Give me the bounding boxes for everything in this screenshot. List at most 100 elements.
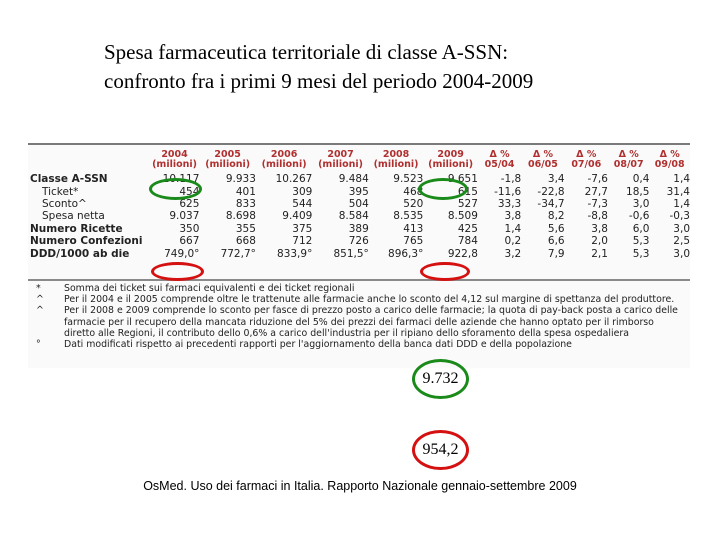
table-cell: 1,4 <box>673 173 690 186</box>
table-top-rule <box>28 143 690 145</box>
table-cell: 625 <box>179 197 200 210</box>
table-cell: 726 <box>348 235 369 248</box>
table-row: Sconto^ 625 833 544 504 520 527 33,3 -34,7 -7,3 3,… <box>30 198 690 210</box>
table-cell: 3,0 <box>673 222 690 235</box>
source-citation: OsMed. Uso dei farmaci in Italia. Rappor… <box>143 479 577 493</box>
header-cell: 2008 (milioni) <box>373 149 419 170</box>
header-cell: Δ % 09/08 <box>654 149 685 170</box>
table-cell: 833,9° <box>277 247 313 260</box>
table-cell: 765 <box>403 235 424 248</box>
row-label: Sconto^ <box>42 197 87 210</box>
red-callout: 954,2 <box>412 430 469 470</box>
table-cell: 8.584 <box>338 210 369 223</box>
table-cell: -11,6 <box>494 185 522 198</box>
table-row: Classe A-SSN 10.117 9.933 10.267 9.484 9.523 9… <box>30 173 690 185</box>
table-cell: 309 <box>292 185 313 198</box>
row-label: Numero Ricette <box>30 222 123 235</box>
header-cell: 2009 (milioni) <box>428 149 474 170</box>
header-cell: 2007 (milioni) <box>318 149 363 170</box>
header-cell: 2005 (milioni) <box>205 149 251 170</box>
table-cell: 2,1 <box>591 247 608 260</box>
green-highlight-ring-2004 <box>149 178 202 200</box>
table-cell: 1,4 <box>504 222 522 235</box>
footnote: * Somma dei ticket sui farmaci equivalent… <box>32 283 686 294</box>
table-cell: -1,8 <box>500 173 522 186</box>
table-cell: 18,5 <box>626 185 650 198</box>
table-cell: -34,7 <box>537 197 565 210</box>
table-row: Numero Confezioni 667 668 712 726 765 784 0,2 6,… <box>30 235 690 247</box>
table-cell: 9.409 <box>282 210 313 223</box>
table-cell: 504 <box>348 197 369 210</box>
footnote-text: Per il 2008 e 2009 comprende lo sconto p… <box>64 305 678 339</box>
header-cell: Δ % 06/05 <box>527 149 558 170</box>
table-cell: 0,2 <box>504 235 522 248</box>
footnote-text: Somma dei ticket sui farmaci equivalenti… <box>64 283 355 294</box>
table-cell: 7,9 <box>547 247 565 260</box>
table-cell: 468 <box>403 185 424 198</box>
table-cell: 413 <box>403 222 424 235</box>
table-cell: 355 <box>235 222 256 235</box>
table-cell: 2,5 <box>673 235 690 248</box>
table-cell: 9.523 <box>393 173 424 186</box>
table-mid-rule <box>28 279 690 281</box>
row-label: Numero Confezioni <box>30 235 143 248</box>
table-cell: 896,3° <box>388 247 424 260</box>
table-cell: 425 <box>457 222 478 235</box>
table-cell: 8.698 <box>225 210 256 223</box>
header-cell: 2004 (milioni) <box>152 149 197 170</box>
table-cell: 772,7° <box>220 247 256 260</box>
footnote-mark: ^ <box>36 305 44 317</box>
data-table-image: 2004 (milioni) 2005 (milioni) 2006 (milioni… <box>28 143 690 368</box>
table-cell: 5,6 <box>547 222 565 235</box>
footnote: ^ Per il 2004 e il 2005 comprende oltre l… <box>32 294 686 305</box>
header-cell <box>30 147 150 173</box>
row-label: Classe A-SSN <box>30 173 108 186</box>
footnote-text: Per il 2004 e il 2005 comprende oltre le… <box>64 294 675 306</box>
footnote-mark: * <box>36 283 41 294</box>
table-row: Spesa netta 9.037 8.698 9.409 8.584 8.535 8.50… <box>30 210 690 222</box>
table-cell: -0,3 <box>669 210 691 223</box>
table-cell: 375 <box>292 222 313 235</box>
table-cell: 668 <box>235 235 256 248</box>
red-highlight-ring-2009 <box>420 262 470 281</box>
header-cell: Δ % 08/07 <box>613 149 644 170</box>
green-callout: 9.732 <box>412 359 469 399</box>
table-cell: 712 <box>292 235 313 248</box>
red-callout-ring <box>412 430 469 470</box>
green-highlight-ring-2009 <box>418 178 468 200</box>
header-cell: 2006 (milioni) <box>261 149 307 170</box>
table-cell: 922,8 <box>447 247 478 260</box>
table-cell: 749,0° <box>164 247 200 260</box>
table-cell: 8,2 <box>547 210 565 223</box>
table-header-row: 2004 (milioni) 2005 (milioni) 2006 (milioni… <box>30 147 690 173</box>
footnote-mark: ^ <box>36 294 44 306</box>
table-cell: 350 <box>179 222 200 235</box>
table-row: DDD/1000 ab die 749,0° 772,7° 833,9° 851,5° 8… <box>30 247 690 260</box>
table-row: Ticket* 454 401 309 395 468 615 -11,6 -22,8 27,7 1… <box>30 185 690 198</box>
table-cell: -8,8 <box>587 210 608 223</box>
table-cell: 8.535 <box>393 210 424 223</box>
table-body: Classe A-SSN 10.117 9.933 10.267 9.484 9.523 9… <box>30 173 690 260</box>
row-label: DDD/1000 ab die <box>30 247 130 260</box>
table-cell: 3,0 <box>632 197 650 210</box>
footnote: ^ Per il 2008 e 2009 comprende lo sconto … <box>32 305 686 339</box>
table-cell: 5,3 <box>632 235 650 248</box>
header-cell: Δ % 07/06 <box>571 149 602 170</box>
table-cell: 1,4 <box>673 197 690 210</box>
footnote-mark: ° <box>36 339 41 351</box>
table-cell: 10.267 <box>275 173 313 186</box>
spending-table: 2004 (milioni) 2005 (milioni) 2006 (milioni… <box>30 147 690 260</box>
table-cell: 667 <box>179 235 200 248</box>
table-cell: 3,8 <box>591 222 608 235</box>
header-cell: Δ % 05/04 <box>484 149 515 170</box>
row-label: Ticket* <box>42 185 79 198</box>
table-cell: 851,5° <box>333 247 369 260</box>
table-cell: 6,6 <box>547 235 565 248</box>
table-cell: 389 <box>348 222 369 235</box>
green-callout-ring <box>412 359 469 399</box>
table-cell: -22,8 <box>537 185 565 198</box>
table-cell: 8.509 <box>447 210 478 223</box>
table-cell: 395 <box>348 185 369 198</box>
row-label: Spesa netta <box>42 210 105 223</box>
table-cell: 401 <box>235 185 256 198</box>
